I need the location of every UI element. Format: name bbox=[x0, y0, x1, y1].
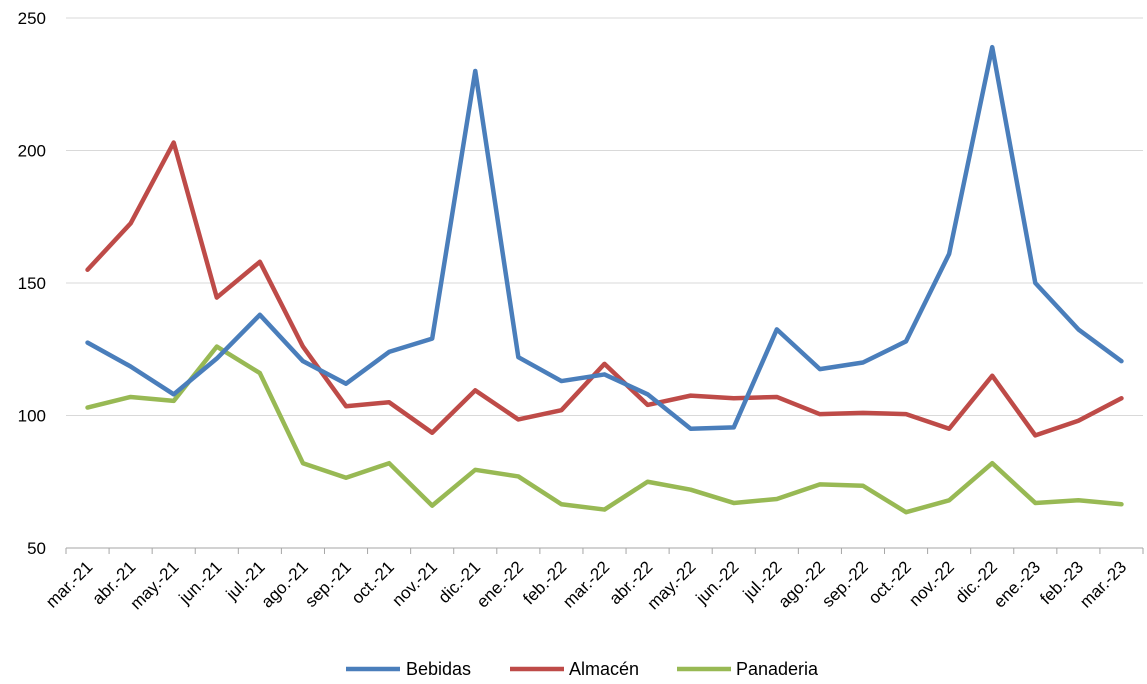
x-tick-label: sep.-22 bbox=[818, 557, 872, 611]
x-tick-label: nov.-22 bbox=[905, 557, 958, 610]
x-tick-label: nov.-21 bbox=[388, 557, 441, 610]
series-line-bebidas bbox=[85, 44, 1124, 431]
x-tick-label: mar.-22 bbox=[559, 557, 613, 611]
x-tick-label: ene.-22 bbox=[473, 557, 527, 611]
x-tick-label: ago.-22 bbox=[775, 557, 829, 611]
x-tick-label: oct.-21 bbox=[348, 557, 398, 607]
legend-label-panaderia: Panaderia bbox=[736, 659, 819, 679]
x-tick-label: may.-21 bbox=[127, 557, 183, 613]
y-tick-label: 200 bbox=[18, 142, 46, 161]
x-axis-ticks: mar.-21abr.-21may.-21jun.-21jul.-21ago.-… bbox=[42, 557, 1130, 613]
x-tick-label: mar.-23 bbox=[1076, 557, 1130, 611]
y-tick-label: 150 bbox=[18, 274, 46, 293]
x-tick-label: jun.-21 bbox=[175, 557, 226, 608]
y-tick-label: 100 bbox=[18, 407, 46, 426]
y-tick-label: 250 bbox=[18, 9, 46, 28]
x-tick-label: jun.-22 bbox=[692, 557, 743, 608]
axes bbox=[65, 547, 1144, 554]
x-tick-label: may.-22 bbox=[644, 557, 700, 613]
x-tick-label: ene.-23 bbox=[990, 557, 1044, 611]
series-lines bbox=[85, 44, 1124, 515]
legend-label-almacén: Almacén bbox=[569, 659, 639, 679]
legend: Bebidas Almacén Panaderia bbox=[346, 659, 819, 679]
legend-label-bebidas: Bebidas bbox=[406, 659, 471, 679]
x-tick-label: mar.-21 bbox=[42, 557, 96, 611]
y-tick-label: 50 bbox=[27, 539, 46, 558]
gridlines bbox=[66, 17, 1143, 416]
series-line-almacén bbox=[85, 140, 1124, 438]
series-line-panaderia bbox=[85, 344, 1124, 515]
y-axis-ticks: 50 100 150 200 250 bbox=[18, 9, 46, 558]
x-tick-label: sep.-21 bbox=[301, 557, 355, 611]
x-tick-label: oct.-22 bbox=[865, 557, 915, 607]
x-tick-label: ago.-21 bbox=[258, 557, 312, 611]
